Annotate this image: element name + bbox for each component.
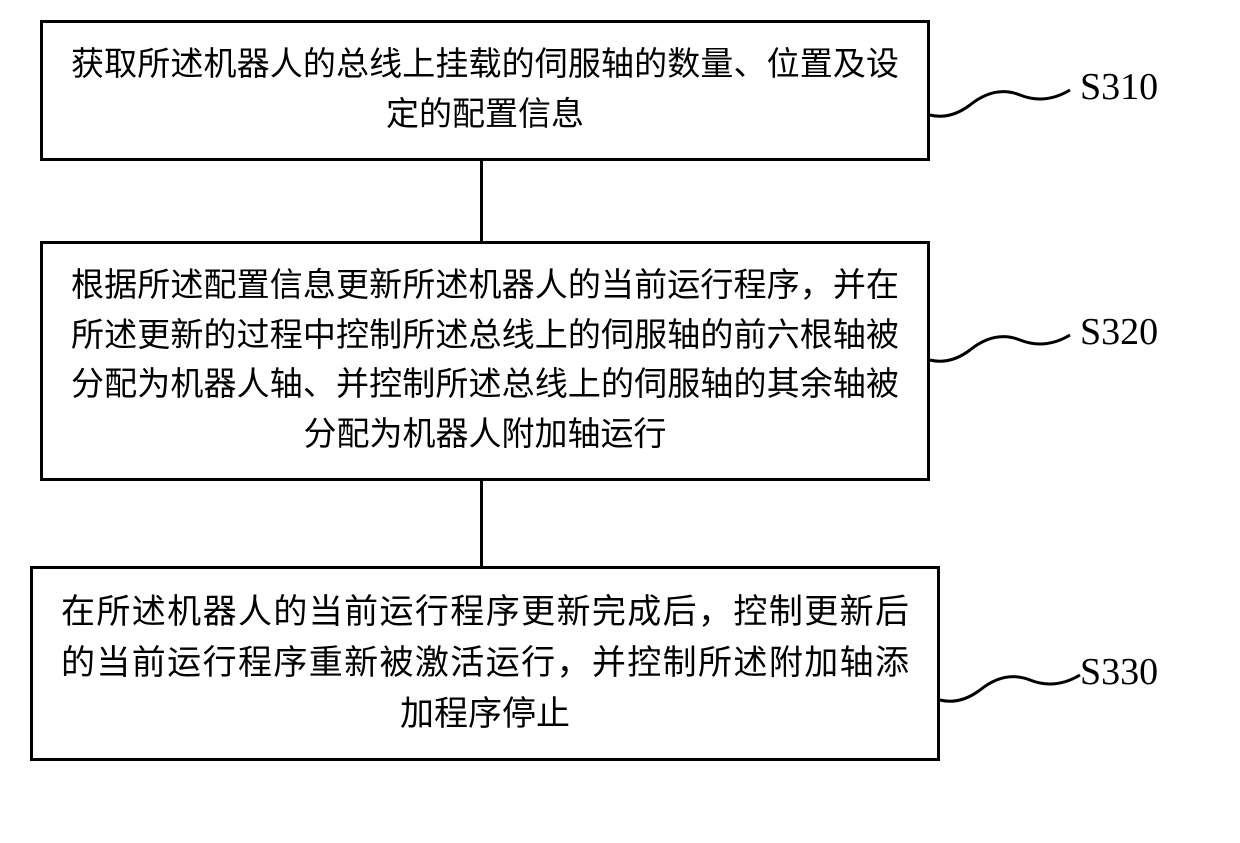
- flowchart-step-2: 根据所述配置信息更新所述机器人的当前运行程序，并在所述更新的过程中控制所述总线上…: [40, 241, 930, 481]
- flowchart-connector-2: [480, 481, 483, 566]
- flowchart-step-1: 获取所述机器人的总线上挂载的伺服轴的数量、位置及设定的配置信息: [40, 20, 930, 161]
- step-text: 根据所述配置信息更新所述机器人的当前运行程序，并在所述更新的过程中控制所述总线上…: [71, 268, 899, 453]
- step-text: 在所述机器人的当前运行程序更新完成后，控制更新后的当前运行程序重新被激活运行，并…: [61, 594, 909, 733]
- step-label-1: S310: [1080, 65, 1158, 109]
- step-label-2: S320: [1080, 310, 1158, 354]
- connector-squiggle-2: [925, 310, 1085, 380]
- flowchart-connector-1: [480, 161, 483, 241]
- flowchart-container: 获取所述机器人的总线上挂载的伺服轴的数量、位置及设定的配置信息 S310 根据所…: [40, 20, 1200, 761]
- connector-squiggle-1: [925, 65, 1085, 135]
- step-label-3: S330: [1080, 650, 1158, 694]
- step-text: 获取所述机器人的总线上挂载的伺服轴的数量、位置及设定的配置信息: [71, 47, 899, 133]
- flowchart-step-3: 在所述机器人的当前运行程序更新完成后，控制更新后的当前运行程序重新被激活运行，并…: [30, 566, 940, 761]
- connector-squiggle-3: [935, 650, 1095, 720]
